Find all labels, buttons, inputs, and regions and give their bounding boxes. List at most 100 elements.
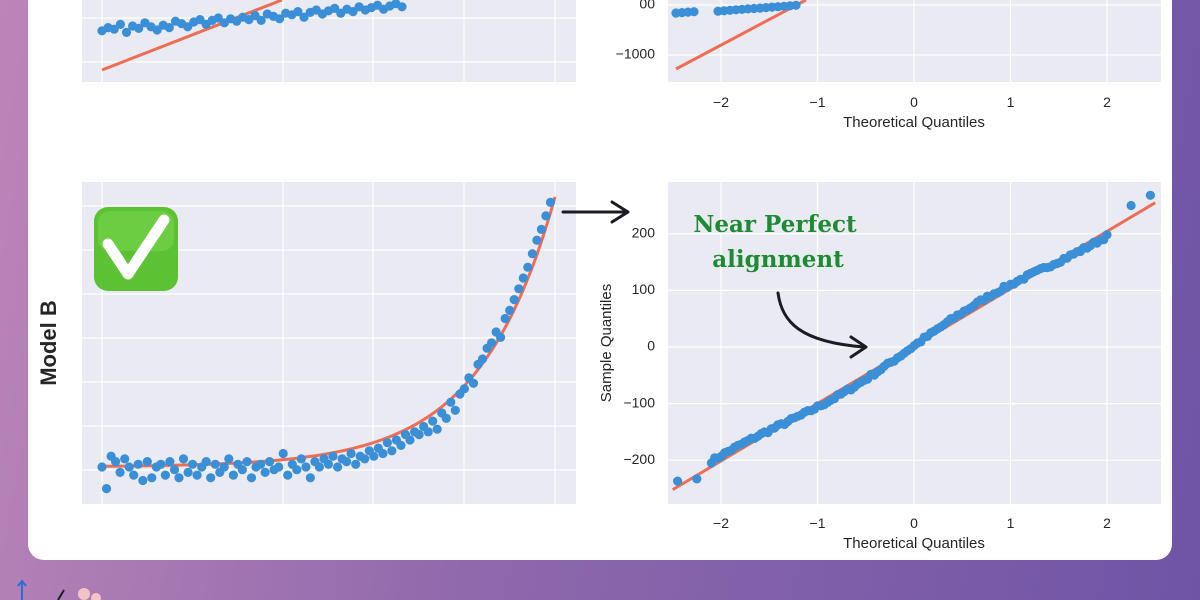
- data-point: [527, 249, 538, 259]
- data-point: [160, 470, 170, 480]
- data-point: [314, 462, 324, 472]
- curved-arrow-icon: [776, 291, 868, 359]
- data-point: [210, 459, 220, 469]
- data-point: [228, 470, 238, 480]
- data-point: [692, 474, 702, 484]
- data-point: [397, 2, 407, 12]
- right-arrow-icon: [561, 200, 630, 224]
- y-axis-label: Sample Quantiles: [598, 284, 615, 402]
- data-point: [1126, 200, 1136, 211]
- x-tick-label: −1: [810, 515, 826, 531]
- y-tick-label: 200: [632, 225, 656, 241]
- annotation-line-1: Near Perfect: [693, 211, 857, 238]
- data-point: [369, 451, 379, 461]
- data-point: [360, 454, 370, 464]
- data-point: [545, 197, 556, 207]
- data-point: [278, 448, 288, 459]
- x-tick-label: 1: [1007, 515, 1015, 531]
- data-point: [673, 476, 683, 486]
- y-tick-label: 0: [647, 338, 655, 354]
- data-point: [428, 416, 438, 426]
- data-point: [446, 397, 456, 407]
- data-point: [219, 462, 229, 472]
- data-point: [423, 427, 433, 437]
- data-point: [97, 462, 107, 472]
- data-point: [1102, 230, 1112, 240]
- data-point: [224, 454, 234, 464]
- data-point: [293, 7, 303, 17]
- data-point: [188, 459, 198, 469]
- data-point: [111, 457, 121, 467]
- data-point: [496, 332, 506, 342]
- data-point: [275, 14, 285, 24]
- x-tick-label: 1: [1007, 94, 1015, 110]
- data-point: [514, 284, 524, 294]
- data-point: [351, 459, 361, 469]
- x-axis-label: Theoretical Quantiles: [843, 535, 985, 552]
- x-tick-label: 2: [1103, 94, 1111, 110]
- y-tick-label: −200: [623, 451, 655, 467]
- data-point: [156, 459, 166, 469]
- data-point: [441, 413, 451, 423]
- model-b-qq-panel: −2 −1 0 1 2 −200 −100 0 100 200 Theoretical Quant…: [598, 182, 1161, 552]
- data-point: [178, 454, 189, 464]
- data-point: [283, 470, 293, 480]
- x-tick-label: −2: [713, 94, 729, 110]
- data-point: [509, 295, 519, 305]
- x-tick-label: 0: [910, 94, 918, 110]
- data-point: [342, 457, 352, 467]
- data-point: [237, 465, 247, 475]
- x-tick-label: 2: [1103, 515, 1111, 531]
- data-point: [138, 475, 148, 486]
- data-point: [121, 27, 132, 37]
- data-point: [129, 470, 139, 480]
- check-mark-icon: [102, 214, 170, 280]
- logo-icon: [17, 579, 101, 600]
- data-point: [477, 354, 488, 364]
- data-point: [346, 448, 356, 459]
- data-point: [378, 448, 388, 459]
- annotation-line-2: alignment: [712, 246, 844, 273]
- data-point: [382, 438, 392, 448]
- y-tick-label: −100: [623, 394, 655, 410]
- data-point: [305, 473, 315, 483]
- data-point: [246, 473, 257, 483]
- data-point: [450, 405, 460, 415]
- data-point: [109, 24, 119, 34]
- data-point: [1145, 190, 1155, 200]
- data-point: [201, 457, 211, 467]
- data-point: [256, 15, 266, 25]
- data-point: [164, 23, 174, 33]
- data-point: [387, 446, 397, 456]
- x-tick-label: −1: [810, 94, 826, 110]
- data-point: [120, 454, 130, 464]
- reference-line: [675, 0, 807, 71]
- data-point: [333, 462, 343, 472]
- data-point: [505, 305, 515, 315]
- data-point: [256, 459, 266, 469]
- x-tick-label: 0: [910, 515, 918, 531]
- data-point: [292, 465, 302, 475]
- data-point: [115, 467, 125, 477]
- check-badge: [94, 207, 178, 291]
- fit-line: [101, 0, 283, 72]
- row-label-model-b: Model B: [36, 300, 61, 386]
- data-point: [518, 273, 528, 283]
- data-point: [414, 430, 424, 440]
- data-point: [459, 384, 469, 394]
- data-point: [689, 7, 699, 17]
- data-point: [323, 459, 334, 469]
- model-a-fit-panel: [82, 0, 576, 82]
- data-point: [242, 457, 252, 467]
- data-point: [328, 451, 338, 461]
- data-point: [274, 462, 284, 472]
- data-point: [169, 465, 180, 475]
- x-axis-label: Theoretical Quantiles: [843, 114, 985, 131]
- data-point: [174, 473, 184, 483]
- data-point: [183, 467, 193, 477]
- data-point: [301, 462, 311, 472]
- data-point: [265, 457, 275, 467]
- data-point: [299, 12, 309, 22]
- data-point: [396, 440, 406, 450]
